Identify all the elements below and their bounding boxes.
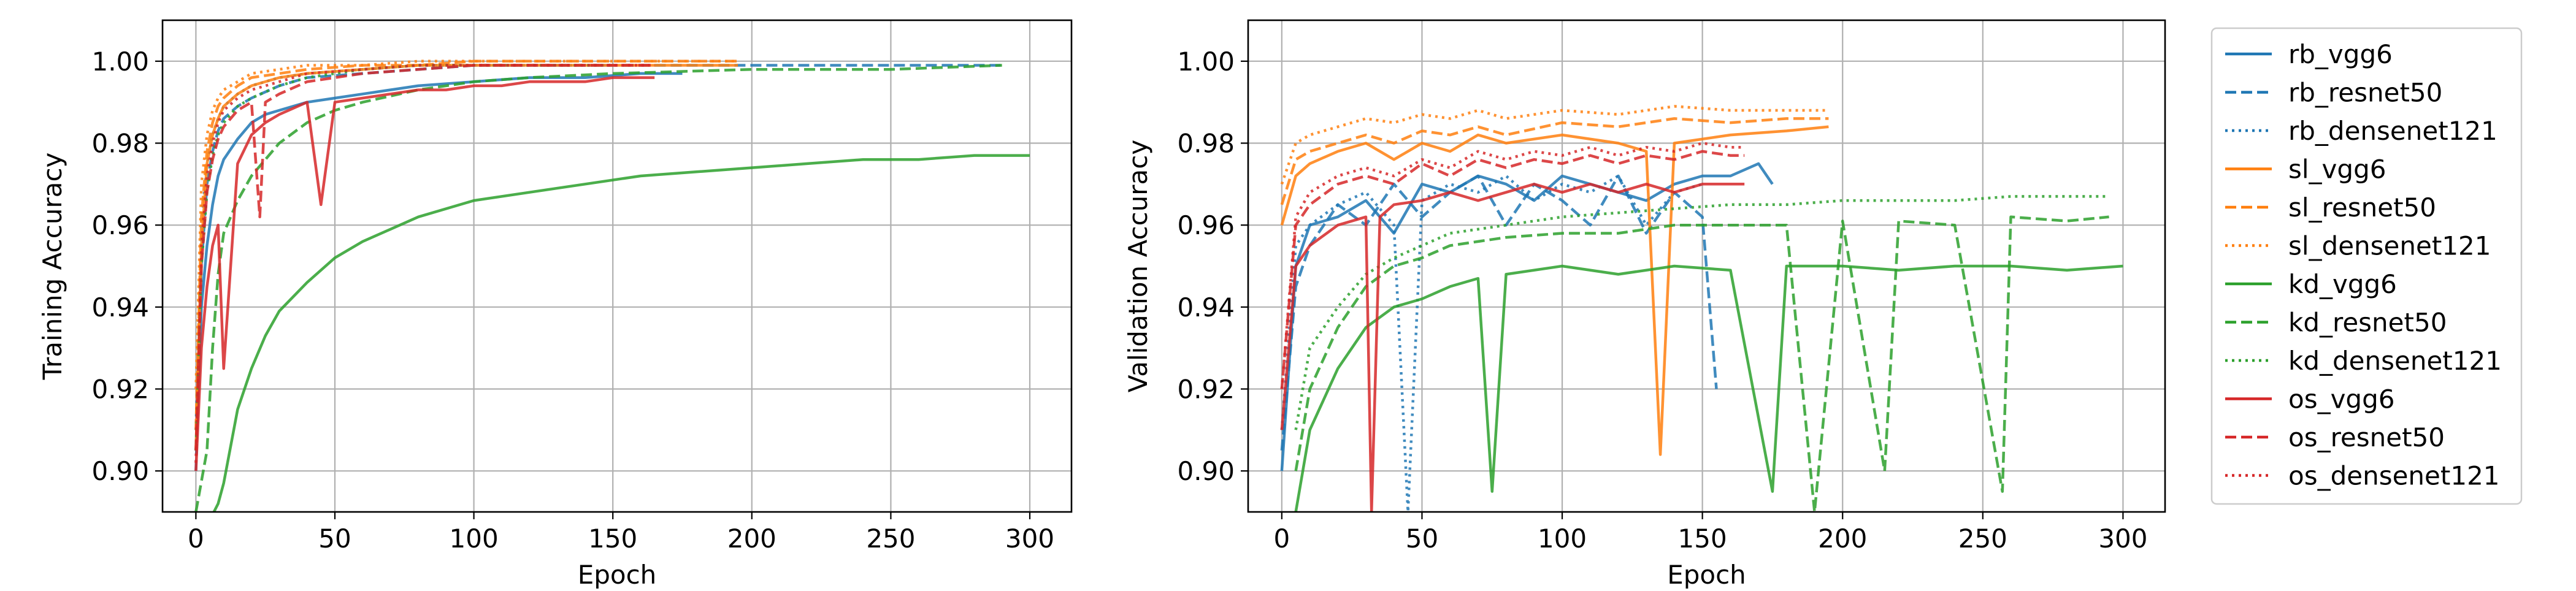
series-line-sl_resnet50 xyxy=(1280,117,1829,205)
x-tick-label: 0 xyxy=(188,524,204,554)
legend-label-kd_resnet50: kd_resnet50 xyxy=(2288,308,2447,338)
x-tick-label: 200 xyxy=(1818,524,1867,554)
x-axis-label: Epoch xyxy=(578,560,657,589)
series-line-kd_vgg6 xyxy=(1294,264,2123,512)
y-tick-label: 0.96 xyxy=(91,210,149,240)
y-tick-label: 0.90 xyxy=(1177,456,1235,486)
series-line-sl_densenet121 xyxy=(194,59,738,389)
series-line-sl_vgg6 xyxy=(1280,125,1829,456)
legend: rb_vgg6 rb_resnet50 rb_densenet121 sl_vgg6s… xyxy=(2210,27,2523,505)
legend-label-rb_densenet121: rb_densenet121 xyxy=(2288,116,2497,146)
legend-label-os_densenet121: os_densenet121 xyxy=(2288,461,2500,491)
x-tick-label: 50 xyxy=(1406,524,1438,554)
y-tick-label: 0.98 xyxy=(91,129,149,159)
series-line-os_resnet50 xyxy=(1280,150,1745,389)
series-line-rb_vgg6 xyxy=(1280,162,1774,471)
x-tick-label: 250 xyxy=(1958,524,2007,554)
y-tick-label: 0.92 xyxy=(1177,375,1235,405)
x-tick-label: 300 xyxy=(2098,524,2147,554)
x-tick-label: 100 xyxy=(1538,524,1587,554)
y-tick-label: 1.00 xyxy=(91,47,149,77)
legend-label-rb_resnet50: rb_resnet50 xyxy=(2288,78,2442,108)
y-tick-label: 0.90 xyxy=(91,456,149,486)
series-line-os_densenet121 xyxy=(194,64,655,463)
legend-label-rb_vgg6: rb_vgg6 xyxy=(2288,39,2393,69)
series-line-os_resnet50 xyxy=(194,64,655,451)
series-line-sl_densenet121 xyxy=(1280,105,1829,185)
axes-frame xyxy=(161,19,1073,513)
x-tick-label: 200 xyxy=(727,524,776,554)
legend-label-sl_vgg6: sl_vgg6 xyxy=(2288,154,2386,185)
y-tick-label: 0.94 xyxy=(1177,292,1235,322)
legend-label-kd_vgg6: kd_vgg6 xyxy=(2288,269,2397,299)
training-accuracy-panel: 0 50 100 150 200 250 300 0.90 0.92 0.94 0.96 0.98 1.… xyxy=(37,19,1073,590)
legend-label-sl_densenet121: sl_densenet121 xyxy=(2288,231,2491,261)
series-line-os_vgg6 xyxy=(1280,183,1745,512)
x-tick-label: 150 xyxy=(1678,524,1727,554)
legend-label-os_vgg6: os_vgg6 xyxy=(2288,384,2394,414)
y-tick-label: 1.00 xyxy=(1177,47,1235,77)
series-line-kd_resnet50 xyxy=(194,64,1002,512)
plot-area xyxy=(163,20,1071,512)
series-group xyxy=(1280,105,2123,512)
y-axis-label: Training Accuracy xyxy=(37,153,67,381)
validation-accuracy-panel: 0 50 100 150 200 250 300 0.90 0.92 0.94 0.96 0.98 1.… xyxy=(1123,19,2166,590)
y-tick-label: 0.94 xyxy=(91,292,149,322)
x-tick-label: 250 xyxy=(866,524,915,554)
legend-label-kd_densenet121: kd_densenet121 xyxy=(2288,346,2502,376)
legend-label-os_resnet50: os_resnet50 xyxy=(2288,422,2445,452)
y-tick-label: 0.96 xyxy=(1177,210,1235,240)
series-line-os_densenet121 xyxy=(1280,142,1745,389)
x-tick-label: 50 xyxy=(318,524,351,554)
axes-frame xyxy=(1247,19,2166,513)
x-tick-label: 300 xyxy=(1005,524,1054,554)
legend-label-sl_resnet50: sl_resnet50 xyxy=(2288,193,2436,223)
series-line-kd_resnet50 xyxy=(1294,215,2109,512)
x-tick-label: 100 xyxy=(450,524,499,554)
y-tick-label: 0.98 xyxy=(1177,129,1235,159)
series-line-kd_vgg6 xyxy=(212,154,1030,512)
x-tick-label: 0 xyxy=(1273,524,1290,554)
x-axis-label: Epoch xyxy=(1667,560,1746,589)
y-tick-label: 0.92 xyxy=(91,375,149,405)
series-line-os_vgg6 xyxy=(194,76,655,471)
series-group xyxy=(194,59,1030,512)
y-axis-label: Validation Accuracy xyxy=(1123,140,1153,393)
legend-frame xyxy=(2210,27,2523,505)
x-tick-label: 150 xyxy=(588,524,637,554)
